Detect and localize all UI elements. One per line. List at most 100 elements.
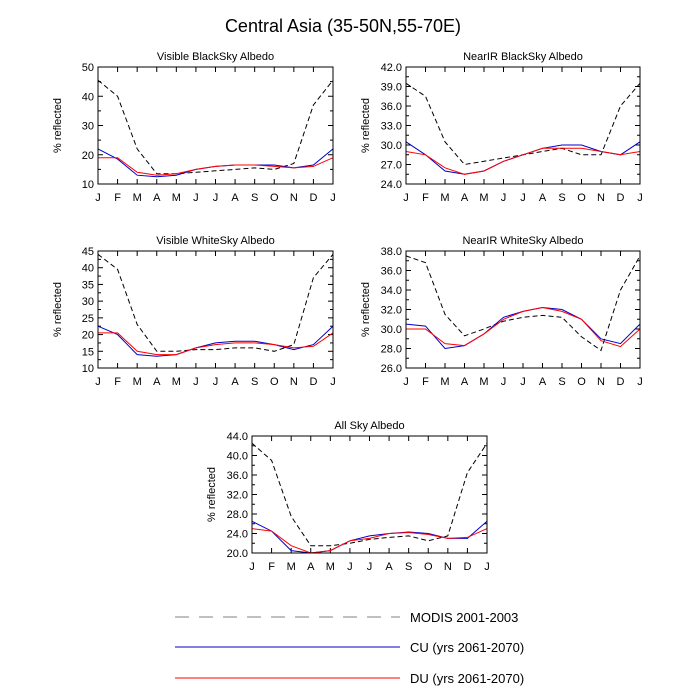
x-tick-label: S — [251, 376, 258, 388]
x-tick-label: F — [422, 376, 429, 388]
x-tick-label: A — [461, 192, 469, 204]
chart-nearir-blacksky-albedo: NearIR BlackSky Albedo % reflected 24.0 27.… — [360, 51, 643, 204]
x-tick-label: A — [153, 192, 161, 204]
chart-title: Visible BlackSky Albedo — [157, 51, 274, 63]
y-tick-label: 32.0 — [227, 490, 248, 502]
x-tick-label: O — [424, 561, 433, 573]
series-line-cu-yrs-2061-2070 — [405, 141, 641, 175]
y-tick-label: 28.0 — [227, 509, 248, 521]
series-line-du-yrs-2061-2070 — [406, 306, 641, 348]
x-tick-label: J — [403, 376, 409, 388]
y-tick-label: 20 — [82, 150, 94, 162]
y-tick-label: 42.0 — [381, 62, 402, 74]
x-tick-label: J — [193, 376, 199, 388]
chart-visible-whitesky-albedo: Visible WhiteSky Albedo % reflected 10 15 20… — [52, 235, 336, 388]
x-tick-label: F — [422, 192, 429, 204]
plot-frame — [97, 66, 334, 185]
y-tick-label: 28.0 — [381, 344, 402, 356]
x-tick-label: J — [213, 376, 219, 388]
x-tick-label: F — [268, 561, 275, 573]
x-tick-label: S — [558, 192, 565, 204]
x-tick-label: F — [114, 192, 121, 204]
x-tick-label: F — [114, 376, 121, 388]
y-tick-label: 34.0 — [381, 285, 402, 297]
x-tick-label: N — [597, 192, 605, 204]
x-tick-label: O — [577, 376, 586, 388]
y-tick-label: 40 — [82, 91, 94, 103]
x-tick-label: J — [637, 192, 643, 204]
x-tick-label: A — [231, 192, 239, 204]
legend-entry-cu-yrs-2061-2070: CU (yrs 2061-2070) — [175, 640, 524, 655]
x-tick-label: O — [270, 192, 279, 204]
x-tick-label: A — [539, 192, 547, 204]
x-tick-label: M — [440, 376, 449, 388]
series-line-du-yrs-2061-2070 — [251, 528, 488, 554]
series-line-cu-yrs-2061-2070 — [97, 148, 334, 178]
legend-entry-du-yrs-2061-2070: DU (yrs 2061-2070) — [175, 671, 524, 686]
x-tick-label: J — [330, 192, 336, 204]
series-line-du-yrs-2061-2070 — [405, 147, 641, 175]
series-line-modis-2001-2003 — [405, 255, 641, 352]
y-tick-label: 33.0 — [381, 121, 402, 133]
x-tick-label: O — [270, 376, 279, 388]
chart-title: Visible WhiteSky Albedo — [156, 235, 274, 247]
plot-frame — [405, 66, 641, 185]
x-tick-label: A — [307, 561, 315, 573]
y-tick-label: 50 — [82, 62, 94, 74]
y-tick-label: 30.0 — [381, 140, 402, 152]
y-axis-label: % reflected — [52, 282, 64, 337]
legend-label: DU (yrs 2061-2070) — [410, 671, 524, 686]
legend: MODIS 2001-2003 CU (yrs 2061-2070) DU (yrs… — [175, 610, 524, 686]
x-tick-label: J — [347, 561, 353, 573]
y-tick-label: 30 — [82, 121, 94, 133]
x-tick-label: J — [95, 376, 101, 388]
x-tick-label: J — [193, 192, 199, 204]
x-tick-label: J — [403, 192, 409, 204]
y-tick-label: 25 — [82, 313, 94, 325]
y-tick-label: 10 — [82, 363, 94, 375]
y-tick-label: 35 — [82, 279, 94, 291]
y-tick-label: 24.0 — [227, 529, 248, 541]
panels: Visible BlackSky Albedo % reflected 10 20 30… — [52, 51, 643, 573]
series-line-modis-2001-2003 — [97, 79, 334, 175]
chart-title: All Sky Albedo — [334, 420, 404, 432]
y-tick-label: 32.0 — [381, 305, 402, 317]
y-tick-label: 36.0 — [381, 101, 402, 113]
y-tick-label: 27.0 — [381, 160, 402, 172]
x-tick-label: S — [405, 561, 412, 573]
x-tick-label: M — [172, 376, 181, 388]
x-tick-label: M — [172, 192, 181, 204]
chart-title: NearIR BlackSky Albedo — [463, 51, 583, 63]
series-line-du-yrs-2061-2070 — [98, 157, 334, 176]
series-line-du-yrs-2061-2070 — [98, 332, 334, 356]
x-tick-label: A — [461, 376, 469, 388]
y-tick-label: 30 — [82, 296, 94, 308]
x-tick-label: N — [290, 192, 298, 204]
x-tick-label: A — [539, 376, 547, 388]
x-tick-label: D — [309, 192, 317, 204]
x-tick-label: J — [213, 192, 219, 204]
x-tick-label: S — [558, 376, 565, 388]
x-tick-label: J — [501, 376, 507, 388]
y-axis-label: % reflected — [360, 98, 372, 153]
x-tick-label: N — [597, 376, 605, 388]
plot-frame — [251, 435, 488, 554]
legend-entry-modis-2001-2003: MODIS 2001-2003 — [175, 610, 518, 625]
x-tick-label: A — [231, 376, 239, 388]
x-tick-label: M — [287, 561, 296, 573]
series-line-modis-2001-2003 — [97, 253, 334, 352]
y-tick-label: 10 — [82, 179, 94, 191]
x-tick-label: J — [95, 192, 101, 204]
x-tick-label: A — [153, 376, 161, 388]
x-tick-label: M — [479, 192, 488, 204]
x-tick-label: J — [520, 192, 526, 204]
chart-nearir-whitesky-albedo: NearIR WhiteSky Albedo % reflected 26.0 28.… — [360, 235, 643, 388]
x-tick-label: N — [290, 376, 298, 388]
y-axis-label: % reflected — [52, 98, 64, 153]
x-tick-label: D — [617, 192, 625, 204]
y-tick-label: 40 — [82, 263, 94, 275]
x-tick-label: D — [617, 376, 625, 388]
x-tick-label: S — [251, 192, 258, 204]
y-tick-label: 39.0 — [381, 82, 402, 94]
